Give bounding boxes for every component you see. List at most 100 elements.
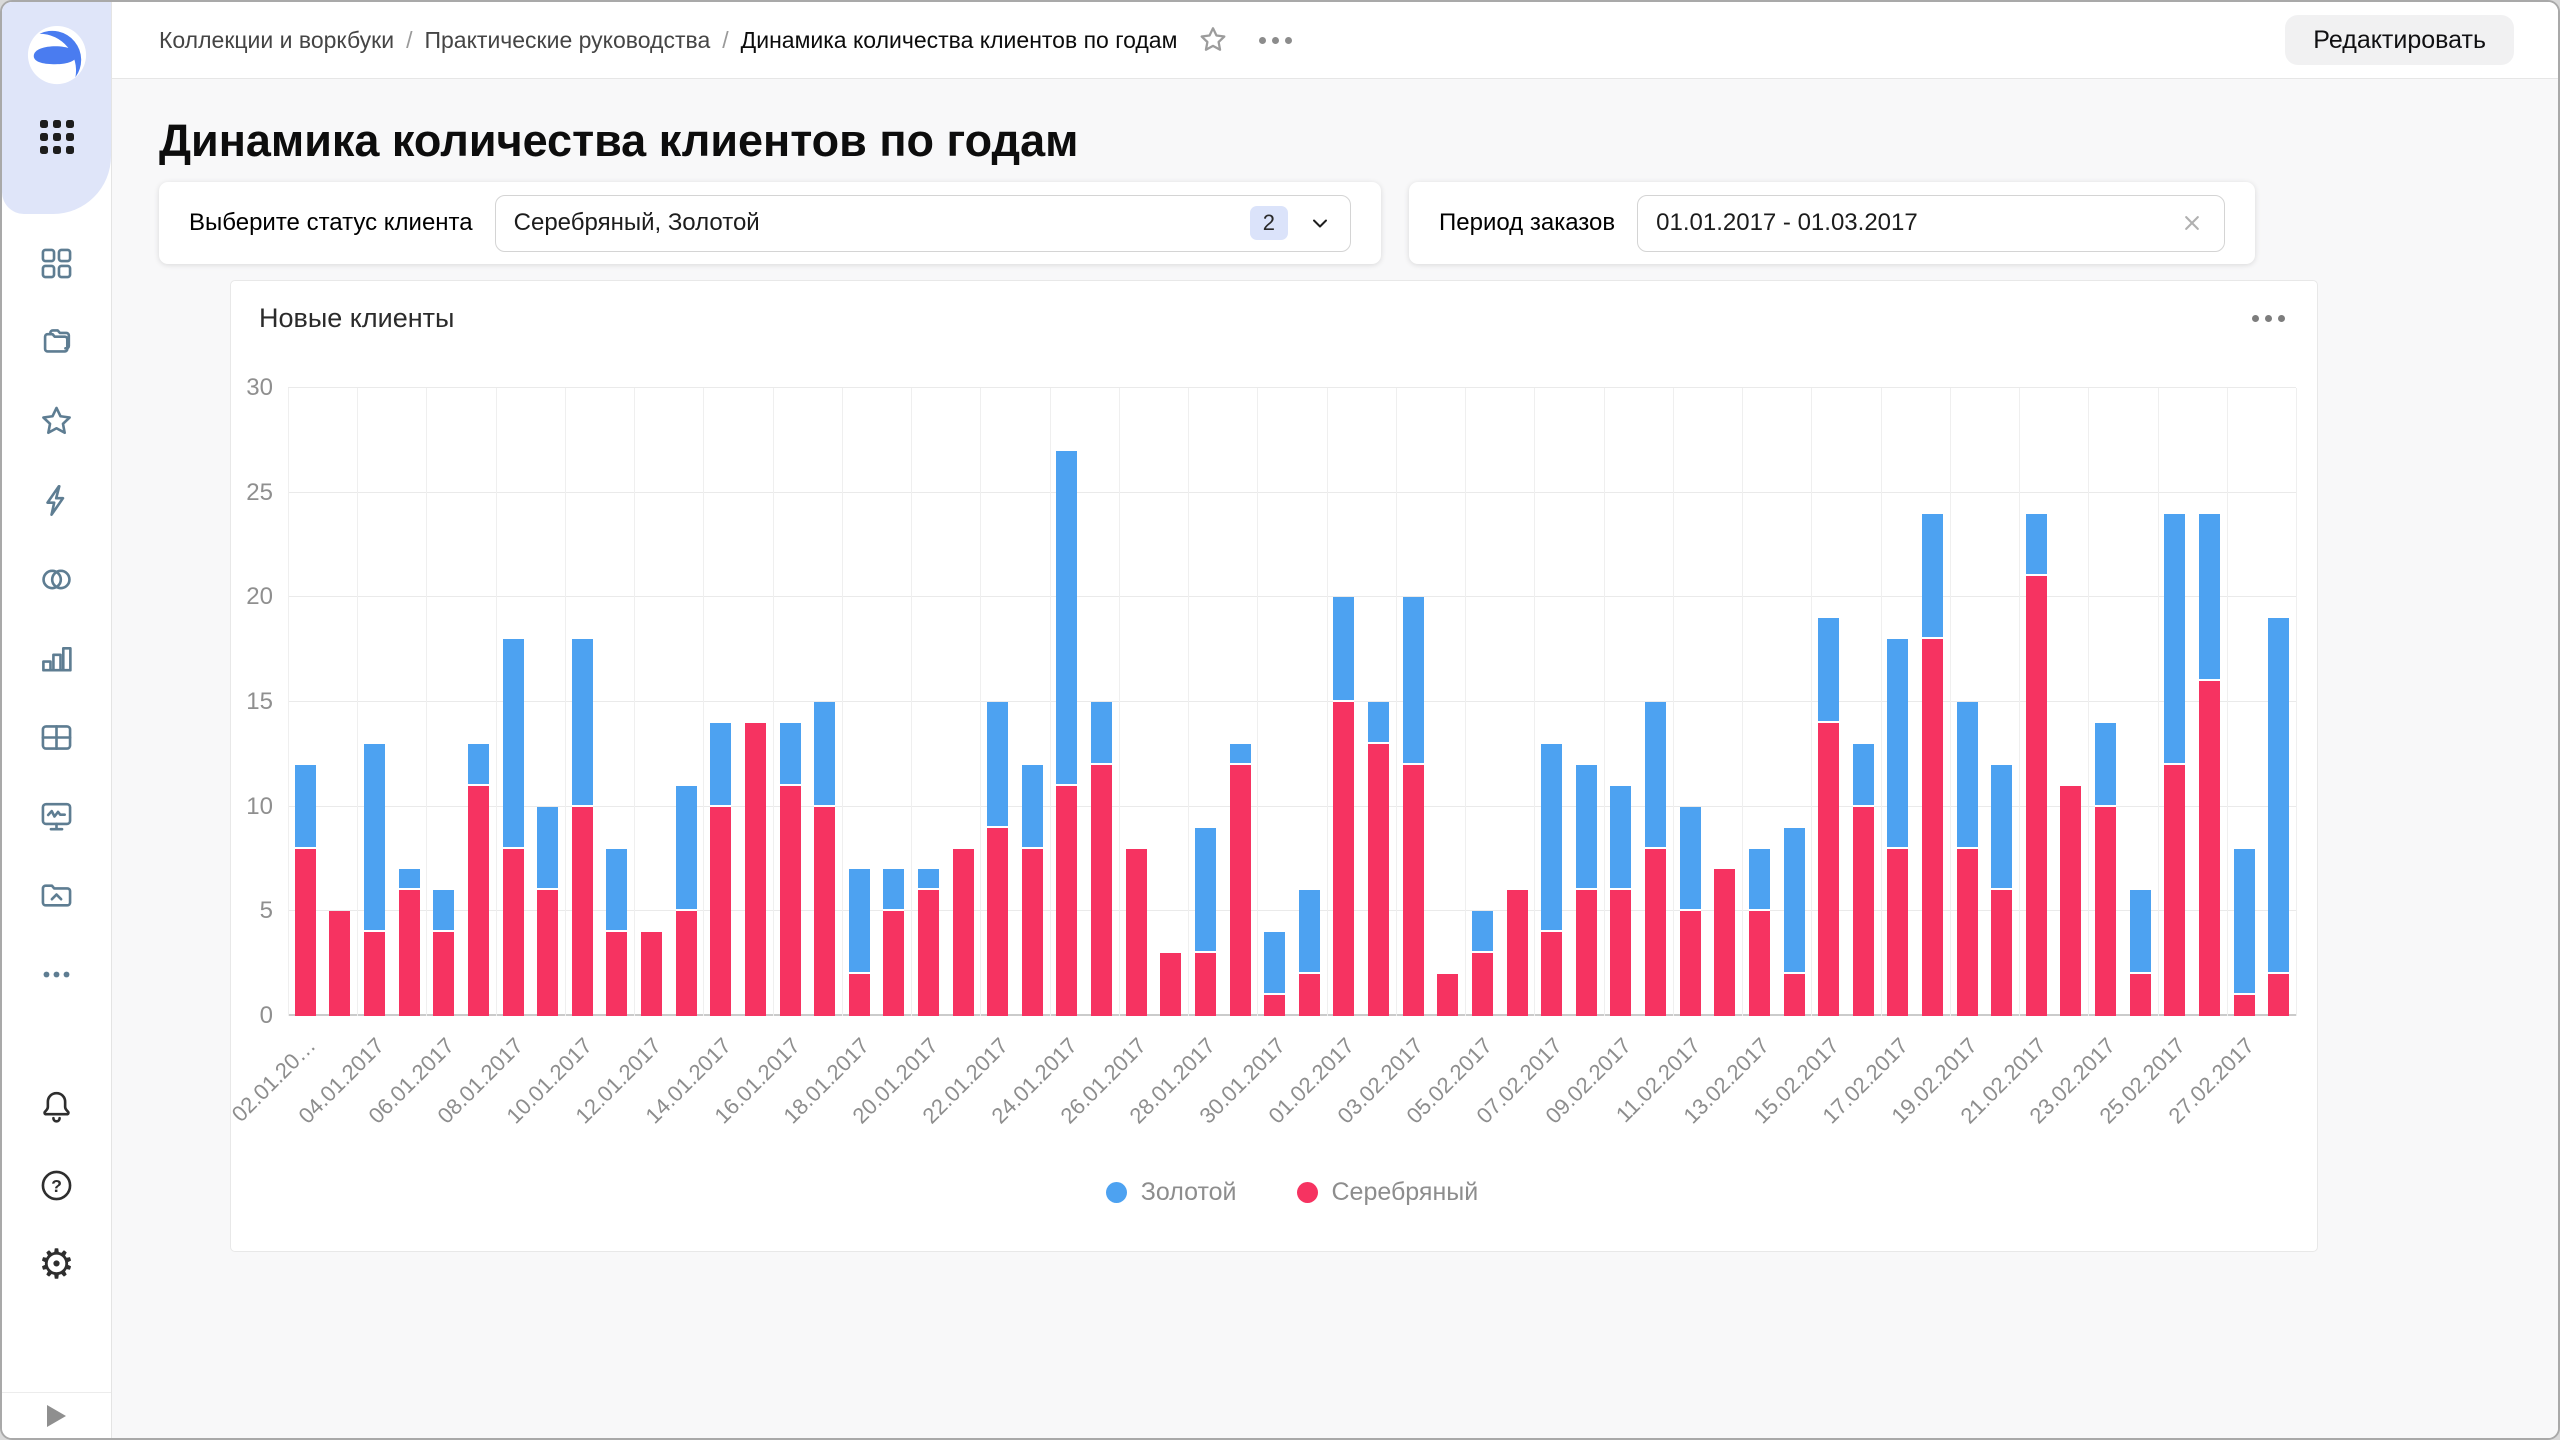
bar-segment-gold[interactable] [1645,702,1667,849]
sidebar-item-workbooks[interactable] [2,224,111,303]
bar-segment-gold[interactable] [1887,639,1909,849]
bar-segment-silver[interactable] [1679,911,1701,1016]
bar-segment-silver[interactable] [1368,743,1390,1016]
bar-segment-silver[interactable] [398,890,420,1016]
page-more-menu-button[interactable] [1259,36,1293,44]
bar-segment-gold[interactable] [1056,450,1078,786]
bar-segment-gold[interactable] [1471,911,1493,954]
bar-segment-silver[interactable] [1506,890,1528,1016]
bar-segment-gold[interactable] [364,743,386,933]
bar-segment-gold[interactable] [675,785,697,912]
bar-segment-gold[interactable] [606,848,628,933]
bar-segment-silver[interactable] [329,911,351,1016]
bar-segment-silver[interactable] [1437,974,1459,1016]
bar-segment-gold[interactable] [2164,513,2186,765]
bar-segment-gold[interactable] [2025,513,2047,577]
bar-segment-gold[interactable] [2198,513,2220,682]
bar-segment-silver[interactable] [1748,911,1770,1016]
bar-segment-gold[interactable] [2268,618,2290,975]
sidebar-expand-button[interactable] [2,1392,111,1438]
bar-segment-silver[interactable] [2268,974,2290,1016]
bar-segment-gold[interactable] [2233,848,2255,996]
bar-segment-silver[interactable] [641,932,663,1016]
bar-segment-silver[interactable] [294,848,316,1016]
bar-segment-gold[interactable] [1956,702,1978,849]
sidebar-item-quick-actions[interactable] [2,461,111,540]
favorite-star-button[interactable] [1197,24,1229,56]
bar-segment-gold[interactable] [537,806,559,891]
bar-segment-silver[interactable] [1714,869,1736,1016]
bar-segment-silver[interactable] [1956,848,1978,1016]
sidebar-item-notifications[interactable] [2,1067,111,1146]
bar-segment-gold[interactable] [1091,702,1113,765]
bar-segment-gold[interactable] [987,702,1009,828]
bar-segment-gold[interactable] [1783,827,1805,975]
bar-segment-silver[interactable] [952,848,974,1016]
bar-segment-silver[interactable] [1298,974,1320,1016]
bar-segment-silver[interactable] [987,827,1009,1016]
bar-segment-silver[interactable] [1852,806,1874,1016]
sidebar-item-favorites[interactable] [2,382,111,461]
bar-segment-silver[interactable] [744,722,766,1016]
bar-segment-gold[interactable] [1679,806,1701,912]
bar-segment-gold[interactable] [1748,848,1770,912]
bar-segment-gold[interactable] [1541,743,1563,933]
bar-segment-silver[interactable] [2095,806,2117,1016]
bar-segment-silver[interactable] [779,785,801,1016]
bar-segment-silver[interactable] [2129,974,2151,1016]
bar-segment-silver[interactable] [2025,576,2047,1016]
bar-segment-silver[interactable] [606,932,628,1016]
breadcrumb-collections[interactable]: Коллекции и воркбуки [159,26,395,53]
bar-segment-gold[interactable] [917,869,939,891]
clear-icon[interactable] [2178,209,2206,237]
bar-segment-silver[interactable] [1402,764,1424,1016]
bar-segment-silver[interactable] [1229,764,1251,1016]
bar-segment-gold[interactable] [883,869,905,912]
bar-segment-silver[interactable] [2233,995,2255,1016]
bar-segment-gold[interactable] [1194,827,1216,954]
breadcrumb-guides[interactable]: Практические руководства [424,26,711,53]
bar-segment-silver[interactable] [1021,848,1043,1016]
legend-item[interactable]: Золотой [1105,1178,1237,1207]
bar-segment-silver[interactable] [1610,890,1632,1016]
bar-segment-silver[interactable] [883,911,905,1016]
chart-more-menu-button[interactable] [2252,315,2285,322]
bar-segment-gold[interactable] [467,743,489,786]
sidebar-item-datasets[interactable] [2,698,111,777]
bar-segment-gold[interactable] [1229,743,1251,765]
bar-segment-silver[interactable] [1991,890,2013,1016]
bar-segment-silver[interactable] [848,974,870,1016]
bar-segment-gold[interactable] [2129,890,2151,975]
sidebar-item-connections[interactable] [2,540,111,619]
bar-segment-gold[interactable] [398,869,420,891]
bar-segment-silver[interactable] [502,848,524,1016]
sidebar-item-monitoring[interactable] [2,777,111,856]
bar-segment-gold[interactable] [1264,932,1286,996]
status-select[interactable]: Серебряный, Золотой 2 [494,194,1351,252]
bar-segment-gold[interactable] [1610,785,1632,891]
bar-segment-silver[interactable] [675,911,697,1016]
bar-segment-gold[interactable] [1368,702,1390,744]
bar-segment-silver[interactable] [814,806,836,1016]
datalens-logo-icon[interactable] [26,24,88,86]
bar-segment-silver[interactable] [710,806,732,1016]
bar-segment-silver[interactable] [433,932,455,1016]
bar-segment-silver[interactable] [1264,995,1286,1016]
bar-segment-silver[interactable] [1887,848,1909,1016]
bar-segment-silver[interactable] [2060,785,2082,1016]
bar-segment-silver[interactable] [917,890,939,1016]
sidebar-item-more[interactable] [2,935,111,1014]
bar-segment-silver[interactable] [1921,639,1943,1016]
sidebar-item-charts[interactable] [2,619,111,698]
period-date-input[interactable]: 01.01.2017 - 01.03.2017 [1637,194,2225,252]
bar-segment-gold[interactable] [848,869,870,975]
bar-segment-gold[interactable] [1021,764,1043,849]
bar-segment-silver[interactable] [1471,953,1493,1016]
bar-segment-gold[interactable] [1818,618,1840,723]
bar-segment-gold[interactable] [2095,722,2117,807]
bar-segment-gold[interactable] [1921,513,1943,640]
bar-segment-gold[interactable] [1991,764,2013,891]
bar-segment-silver[interactable] [1160,953,1182,1016]
bar-segment-gold[interactable] [1852,743,1874,807]
bar-segment-silver[interactable] [2198,681,2220,1016]
